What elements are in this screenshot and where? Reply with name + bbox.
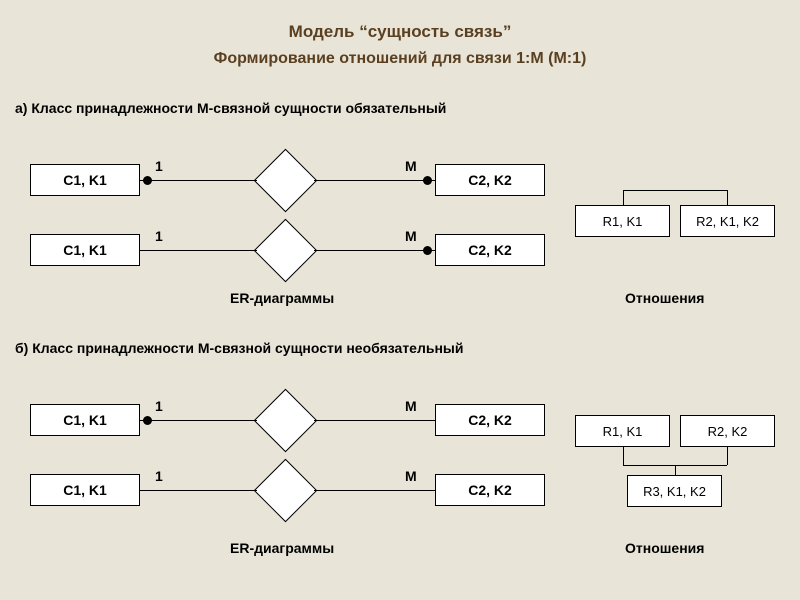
er-line xyxy=(140,250,257,251)
cardinality-1: 1 xyxy=(155,158,163,174)
entity-c2: C2, K2 xyxy=(435,164,545,196)
cardinality-m: M xyxy=(405,398,417,414)
mandatory-dot xyxy=(143,416,152,425)
entity-c1: C1, K1 xyxy=(30,234,140,266)
entity-c2: C2, K2 xyxy=(435,234,545,266)
mandatory-dot xyxy=(423,246,432,255)
relationship-diamond xyxy=(254,389,318,453)
er-line xyxy=(314,250,435,251)
relationship-diamond xyxy=(254,459,318,523)
connector-line xyxy=(623,190,727,191)
er-line xyxy=(140,420,257,421)
section-b-label: б) Класс принадлежности М-связной сущнос… xyxy=(15,340,464,356)
relationship-diamond xyxy=(254,219,318,283)
er-line xyxy=(314,490,435,491)
relation-r1: R1, K1 xyxy=(575,205,670,237)
relation-r1: R1, K1 xyxy=(575,415,670,447)
er-line xyxy=(140,180,257,181)
er-caption: ER-диаграммы xyxy=(230,290,334,306)
cardinality-m: M xyxy=(405,158,417,174)
cardinality-1: 1 xyxy=(155,398,163,414)
mandatory-dot xyxy=(143,176,152,185)
entity-c2: C2, K2 xyxy=(435,474,545,506)
connector-line xyxy=(675,465,676,475)
er-caption: ER-диаграммы xyxy=(230,540,334,556)
main-title: Модель “сущность связь” xyxy=(0,22,800,42)
entity-c1: C1, K1 xyxy=(30,474,140,506)
cardinality-m: M xyxy=(405,228,417,244)
cardinality-1: 1 xyxy=(155,468,163,484)
relations-caption: Отношения xyxy=(625,540,704,556)
connector-line xyxy=(623,190,624,205)
relation-r3: R3, K1, K2 xyxy=(627,475,722,507)
relation-r2-b: R2, K2 xyxy=(680,415,775,447)
er-line xyxy=(314,420,435,421)
sub-title: Формирование отношений для связи 1:M (M:… xyxy=(0,50,800,68)
entity-c1: C1, K1 xyxy=(30,404,140,436)
cardinality-m: M xyxy=(405,468,417,484)
er-line xyxy=(140,490,257,491)
mandatory-dot xyxy=(423,176,432,185)
section-a-label: а) Класс принадлежности М-связной сущнос… xyxy=(15,100,446,116)
connector-line xyxy=(727,447,728,465)
connector-line xyxy=(623,447,624,465)
connector-line xyxy=(727,190,728,205)
entity-c1: C1, K1 xyxy=(30,164,140,196)
er-line xyxy=(314,180,435,181)
relationship-diamond xyxy=(254,149,318,213)
entity-c2: C2, K2 xyxy=(435,404,545,436)
relations-caption: Отношения xyxy=(625,290,704,306)
relation-r2-a: R2, K1, K2 xyxy=(680,205,775,237)
cardinality-1: 1 xyxy=(155,228,163,244)
